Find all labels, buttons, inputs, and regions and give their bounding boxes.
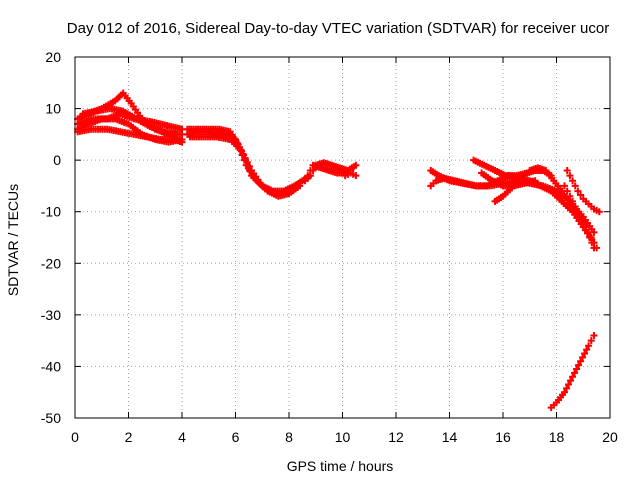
data-point — [577, 191, 585, 199]
axis-ticks: 0 2 4 6 8 10 12 14 16 18 20 20 10 0 -10 -20 -30 -40 -50 — [41, 49, 618, 445]
data-point — [296, 182, 304, 190]
grid-lines — [75, 57, 610, 418]
y-tick-label: -40 — [41, 358, 61, 374]
x-tick-label: 4 — [178, 429, 186, 445]
y-tick-label: 10 — [45, 101, 61, 117]
data-point — [352, 172, 360, 180]
data-point — [563, 166, 571, 174]
series-arc-s — [547, 331, 598, 412]
data-point — [571, 182, 579, 190]
data-point — [566, 172, 574, 180]
data-point — [241, 154, 249, 162]
data-point — [245, 162, 253, 170]
x-tick-label: 6 — [232, 429, 240, 445]
data-point — [569, 373, 577, 381]
y-tick-label: -10 — [41, 204, 61, 220]
data-point — [563, 187, 571, 195]
data-point — [569, 197, 577, 205]
data-point — [577, 357, 585, 365]
y-axis-label: SDTVAR / TECUs — [5, 184, 21, 296]
data-points — [74, 89, 603, 412]
data-point — [569, 177, 577, 185]
data-point — [573, 365, 581, 373]
data-point — [571, 203, 579, 211]
data-point — [178, 138, 186, 146]
data-point — [595, 208, 603, 216]
y-tick-label: -20 — [41, 255, 61, 271]
data-point — [593, 244, 601, 252]
data-point — [577, 213, 585, 221]
series-arc-q — [563, 166, 603, 216]
x-tick-label: 14 — [442, 429, 458, 445]
data-point — [566, 192, 574, 200]
data-point — [574, 187, 582, 195]
x-axis-label: GPS time / hours — [287, 458, 394, 474]
data-point — [272, 190, 280, 198]
data-point — [352, 161, 360, 169]
y-tick-label: 20 — [45, 49, 61, 65]
data-point — [306, 172, 314, 180]
data-point — [585, 228, 593, 236]
chart-title: Day 012 of 2016, Sidereal Day-to-day VTE… — [67, 20, 609, 37]
data-point — [565, 380, 573, 388]
series-arc-k — [341, 169, 360, 180]
data-point — [583, 346, 591, 354]
data-point — [574, 208, 582, 216]
x-tick-label: 12 — [388, 429, 404, 445]
data-point — [587, 234, 595, 241]
x-tick-label: 10 — [335, 429, 351, 445]
data-point — [587, 337, 595, 345]
data-point — [582, 223, 590, 231]
series-arc-h — [186, 133, 280, 198]
series-arc-p — [478, 169, 539, 190]
data-point — [531, 177, 539, 185]
y-tick-label: 0 — [53, 152, 61, 168]
data-point — [579, 353, 587, 361]
x-tick-label: 16 — [495, 429, 511, 445]
data-point — [590, 239, 598, 247]
data-point — [239, 150, 247, 158]
data-point — [581, 350, 589, 358]
x-tick-label: 8 — [285, 429, 293, 445]
x-tick-label: 0 — [71, 429, 79, 445]
data-point — [575, 361, 583, 369]
series-arc-e — [79, 105, 181, 138]
data-point — [237, 146, 245, 154]
data-point — [585, 342, 593, 350]
data-point — [563, 384, 571, 392]
y-tick-label: -30 — [41, 307, 61, 323]
data-point — [579, 218, 587, 226]
x-tick-label: 18 — [549, 429, 565, 445]
data-point — [571, 369, 579, 377]
data-point — [309, 166, 317, 174]
data-point — [243, 158, 251, 166]
series-arc-j — [301, 159, 360, 185]
x-tick-label: 20 — [602, 429, 618, 445]
data-point — [561, 182, 569, 190]
data-point — [561, 388, 569, 396]
y-tick-label: -50 — [41, 410, 61, 426]
data-point — [173, 130, 181, 138]
series-arc-r — [561, 182, 601, 252]
data-point — [567, 377, 575, 385]
x-tick-label: 2 — [125, 429, 133, 445]
series-arc-d — [74, 125, 186, 146]
data-point — [590, 331, 598, 339]
